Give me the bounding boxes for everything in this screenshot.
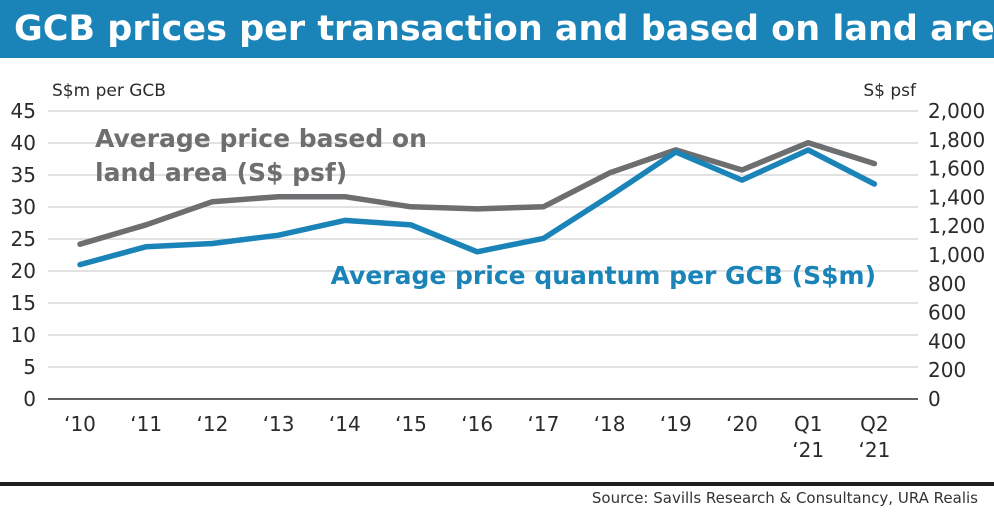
bottom-rule [0,482,994,486]
left-tick-label: 15 [11,291,36,315]
x-tick-label: ‘14 [329,412,361,436]
right-tick-label: 600 [928,301,966,325]
left-tick-label: 25 [11,227,36,251]
x-axis-ticks: ‘10 ‘11 ‘12 ‘13 ‘14 ‘15 ‘16 ‘17 ‘18 ‘19 ‘20 Q1 ‘21 Q2… [64,412,890,462]
x-tick-label: ‘17 [527,412,559,436]
series-lines [77,139,878,268]
right-tick-label: 0 [928,387,941,411]
left-tick-label: 40 [11,131,36,155]
left-tick-label: 5 [23,355,36,379]
right-tick-label: 1,400 [928,185,985,209]
source-note: Source: Savills Research & Consultancy, … [591,489,978,507]
right-axis-ticks: 0 200 400 600 800 1,000 1,200 1,400 1,600 1,800 2,… [928,99,985,411]
right-axis-label: S$ psf [863,81,917,101]
right-tick-label: 800 [928,272,966,296]
right-tick-label: 1,000 [928,243,985,267]
left-tick-label: 10 [11,323,36,347]
series-line [77,139,878,247]
right-tick-label: 1,800 [928,128,985,152]
x-tick-label: ‘18 [594,412,626,436]
x-tick-label: ‘13 [263,412,295,436]
right-tick-label: 2,000 [928,99,985,123]
x-tick-label: Q2 ‘21 [858,412,890,462]
chart-area: 0 5 10 15 20 25 30 35 40 45 0 200 400 600 800 1,000 1,2… [0,58,994,484]
x-tick-label: ‘10 [64,412,96,436]
line-chart: 0 5 10 15 20 25 30 35 40 45 0 200 400 600 800 1,000 1,2… [11,81,986,462]
x-tick-label: ‘20 [726,412,758,436]
x-tick-label: ‘19 [660,412,692,436]
right-tick-label: 200 [928,358,966,382]
left-tick-label: 20 [11,259,36,283]
series-labels: Average price based on land area (S$ psf)… [95,124,876,290]
left-tick-label: 0 [23,387,36,411]
left-axis-ticks: 0 5 10 15 20 25 30 35 40 45 [11,99,36,411]
chart-title: GCB prices per transaction and based on … [14,9,994,49]
x-tick-label: ‘16 [461,412,493,436]
x-tick-label: Q1 ‘21 [792,412,824,462]
right-tick-label: 1,200 [928,214,985,238]
x-tick-label: ‘12 [196,412,228,436]
right-tick-label: 1,600 [928,157,985,181]
title-bar: GCB prices per transaction and based on … [0,0,994,58]
series-label: Average price based on land area (S$ psf) [95,124,427,187]
x-tick-label: ‘11 [130,412,162,436]
series-label: Average price quantum per GCB (S$m) [331,261,876,290]
right-tick-label: 400 [928,329,966,353]
x-tick-label: ‘15 [395,412,427,436]
left-tick-label: 45 [11,99,36,123]
series-line [77,147,878,268]
left-axis-label: S$m per GCB [52,81,166,101]
left-tick-label: 30 [11,195,36,219]
left-tick-label: 35 [11,163,36,187]
